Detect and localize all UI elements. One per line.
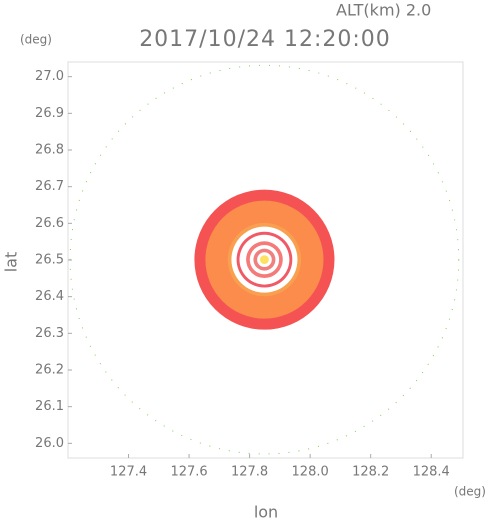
- y-tick-label: 26.5: [35, 253, 64, 268]
- y-tick-label: 26.8: [35, 143, 64, 158]
- y-tick-label: 26.3: [35, 326, 64, 341]
- echo-ring: [260, 255, 269, 265]
- y-tick-label: 26.4: [35, 289, 64, 304]
- range-circle: [69, 64, 460, 455]
- x-tick-label: 128.0: [292, 465, 329, 480]
- x-axis-label: lon: [254, 503, 278, 521]
- chart-title: 2017/10/24 12:20:00: [139, 27, 391, 52]
- y-tick-label: 26.0: [35, 436, 64, 451]
- y-tick-label: 27.0: [35, 69, 64, 84]
- x-tick-label: 128.4: [413, 465, 450, 480]
- y-axis-label: lat: [2, 252, 21, 273]
- y-tick-label: 26.2: [35, 363, 64, 378]
- x-unit: (deg): [454, 485, 486, 499]
- x-tick-label: 127.8: [231, 465, 268, 480]
- y-tick-label: 26.7: [35, 179, 64, 194]
- x-tick-label: 127.6: [170, 465, 207, 480]
- x-tick-label: 128.2: [352, 465, 389, 480]
- y-tick-label: 26.1: [35, 399, 64, 414]
- x-tick-label: 127.4: [110, 465, 147, 480]
- altitude-label: ALT(km) 2.0: [336, 1, 431, 20]
- y-unit: (deg): [20, 33, 52, 47]
- y-tick-label: 26.9: [35, 106, 64, 121]
- y-tick-label: 26.6: [35, 216, 64, 231]
